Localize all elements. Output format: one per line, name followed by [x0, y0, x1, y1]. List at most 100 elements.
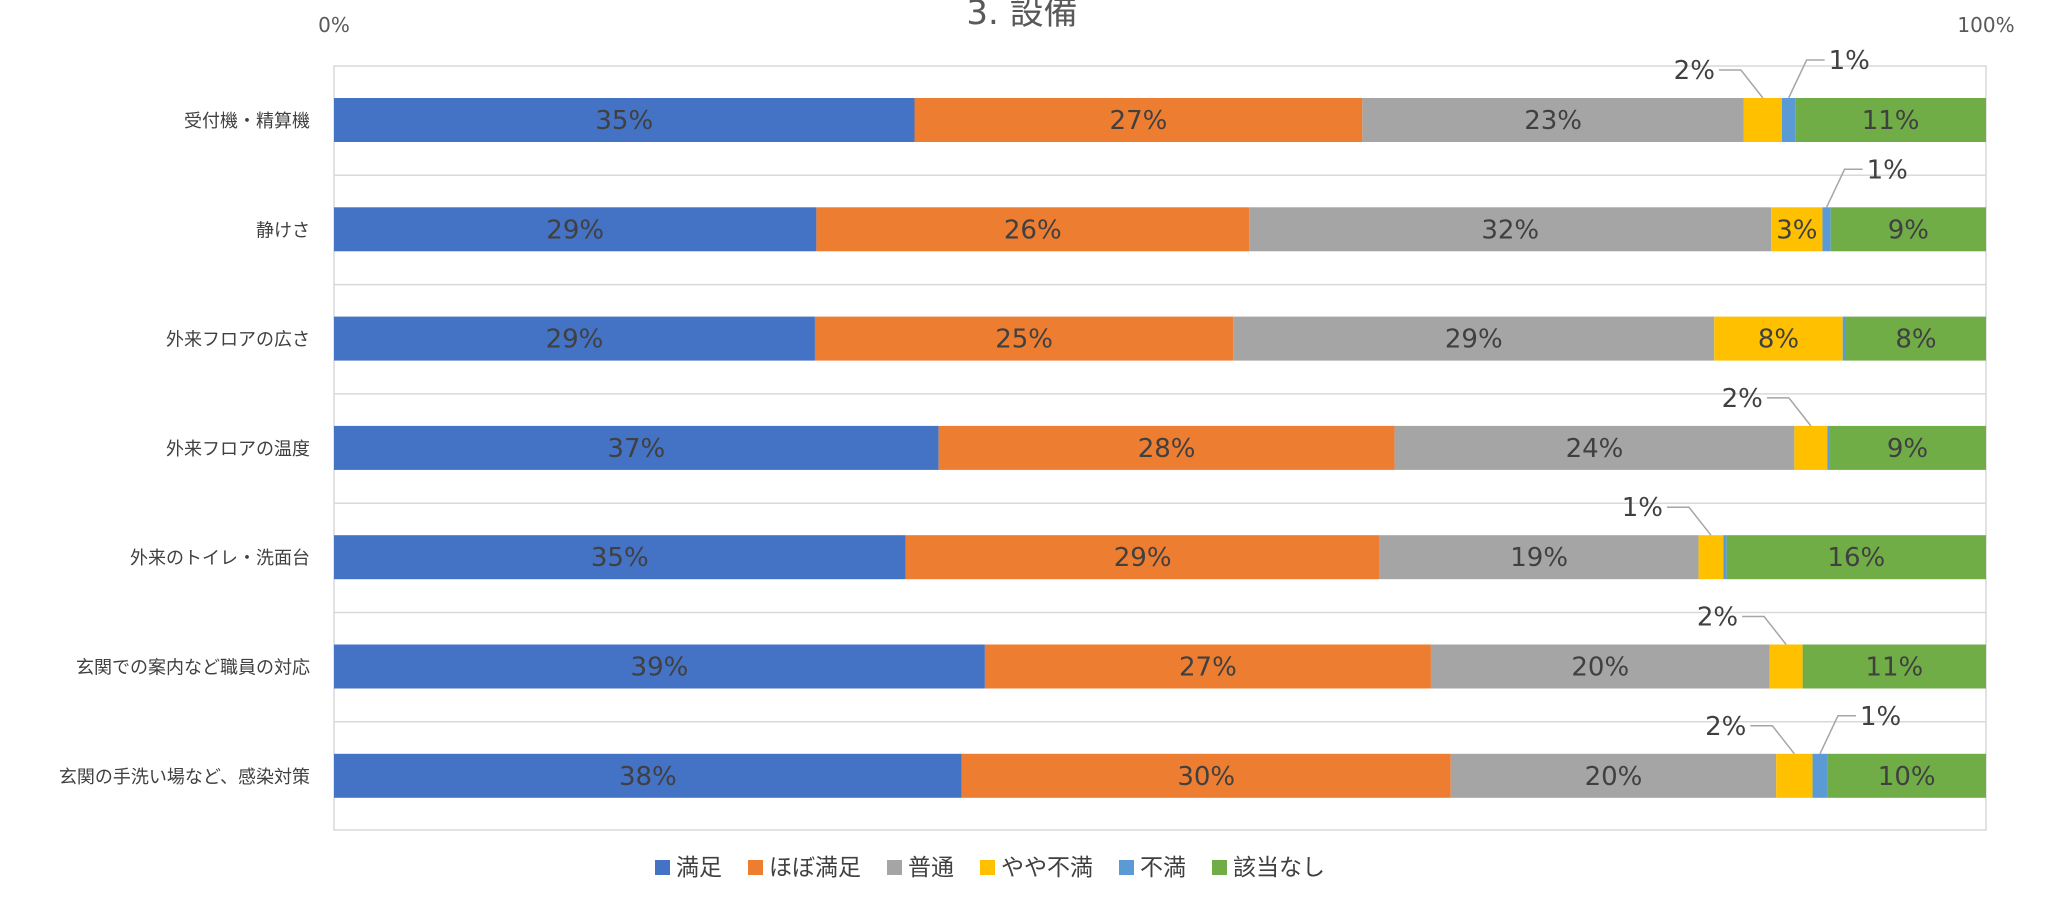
bar-segment	[1362, 98, 1744, 142]
data-label: 9%	[1888, 215, 1929, 245]
bar-segment	[1233, 316, 1715, 361]
bar-segment	[914, 98, 1363, 142]
data-label: 27%	[1179, 653, 1237, 683]
data-label: 35%	[595, 106, 653, 136]
bar-segment	[334, 425, 939, 470]
bar-segment	[1698, 535, 1724, 580]
data-label: 1%	[1867, 155, 1908, 185]
data-label: 39%	[631, 653, 689, 683]
bar-segment	[1450, 753, 1777, 798]
legend-label: 該当なし	[1233, 855, 1325, 881]
bar-segment	[938, 425, 1395, 470]
bar-segment	[334, 535, 906, 580]
legend-swatch	[887, 860, 902, 875]
bar-segment	[816, 207, 1250, 252]
bar-segment	[984, 644, 1431, 689]
bar-segment	[1379, 535, 1699, 580]
data-label: 1%	[1860, 702, 1901, 732]
data-label: 10%	[1878, 762, 1936, 792]
legend-label: 普通	[908, 855, 954, 881]
legend-label: 満足	[676, 855, 722, 881]
bar-segment	[1829, 425, 1986, 470]
bar-segment	[1802, 644, 1986, 689]
data-label: 38%	[619, 762, 677, 792]
data-label: 2%	[1722, 384, 1763, 414]
callout-line	[1742, 615, 1787, 645]
data-label: 11%	[1865, 653, 1923, 683]
bar-segment	[1769, 644, 1803, 689]
bar-segment	[1822, 207, 1831, 252]
legend-label: やや不満	[1001, 855, 1093, 881]
category-label: 受付機・精算機	[184, 111, 310, 132]
bar-segment	[1812, 753, 1828, 798]
bar-segment	[1714, 316, 1843, 361]
bar-segment	[1795, 98, 1986, 142]
data-label: 19%	[1510, 543, 1568, 573]
category-label: 外来のトイレ・洗面台	[130, 548, 310, 569]
bar-segment	[1827, 425, 1830, 470]
data-label: 26%	[1004, 215, 1062, 245]
bar-segment	[1394, 425, 1795, 470]
legend: 満足 ほぼ満足 普通 やや不満 不満 該当なし	[655, 855, 1325, 881]
bar-segment	[334, 316, 815, 361]
legend-swatch	[655, 860, 670, 875]
callout-line	[1787, 59, 1825, 99]
bar-segment	[1842, 316, 1846, 361]
bar-segment	[905, 535, 1380, 580]
category-label: 外来フロアの温度	[166, 439, 310, 460]
data-label: 32%	[1481, 215, 1539, 245]
x-axis-tick-0: 0%	[318, 13, 350, 37]
data-label: 3%	[1776, 215, 1817, 245]
data-label: 30%	[1177, 762, 1235, 792]
callout-line	[1718, 69, 1764, 99]
bar-segment	[334, 98, 915, 142]
data-label: 2%	[1697, 603, 1738, 633]
bar-segment	[334, 207, 817, 252]
data-label: 28%	[1138, 434, 1196, 464]
bar-segment	[1846, 316, 1986, 361]
data-label: 37%	[607, 434, 665, 464]
data-label: 29%	[546, 325, 604, 355]
callout-line	[1666, 506, 1712, 536]
data-label: 20%	[1571, 653, 1629, 683]
data-label: 11%	[1862, 106, 1920, 136]
data-label: 27%	[1110, 106, 1168, 136]
bar-segment	[1771, 207, 1823, 252]
data-label: 35%	[591, 543, 649, 573]
bar-segment	[1830, 207, 1986, 252]
data-label: 29%	[546, 215, 604, 245]
bar-segment	[1827, 753, 1986, 798]
callout-line	[1750, 725, 1795, 755]
bar-segment	[1776, 753, 1813, 798]
callout-line	[1819, 715, 1856, 755]
data-label: 2%	[1674, 56, 1715, 86]
legend-swatch	[1119, 860, 1134, 875]
bar-segment	[1781, 98, 1796, 142]
data-label: 1%	[1622, 493, 1663, 523]
bar-segment	[334, 644, 985, 689]
data-label: 25%	[995, 325, 1053, 355]
category-label: 外来フロアの広さ	[166, 330, 310, 351]
bar-segment	[1726, 535, 1986, 580]
x-axis-tick-100: 100%	[1957, 13, 2014, 37]
data-label: 8%	[1758, 325, 1799, 355]
bar-segment	[1249, 207, 1772, 252]
data-label: 9%	[1887, 434, 1928, 464]
bar-segment	[1430, 644, 1770, 689]
bar-segment	[1743, 98, 1782, 142]
legend-swatch	[748, 860, 763, 875]
data-label: 16%	[1827, 543, 1885, 573]
legend-swatch	[980, 860, 995, 875]
data-label: 29%	[1114, 543, 1172, 573]
chart-title: 3. 設備	[966, 0, 1077, 33]
callout-line	[1825, 168, 1863, 208]
legend-swatch	[1212, 860, 1227, 875]
category-label: 静けさ	[256, 220, 310, 241]
bar-segment	[1723, 535, 1727, 580]
callout-line	[1766, 397, 1812, 427]
legend-label: ほぼ満足	[769, 855, 861, 881]
category-label: 玄関での案内など職員の対応	[76, 658, 310, 679]
data-label: 2%	[1705, 712, 1746, 742]
bar-segment	[961, 753, 1451, 798]
